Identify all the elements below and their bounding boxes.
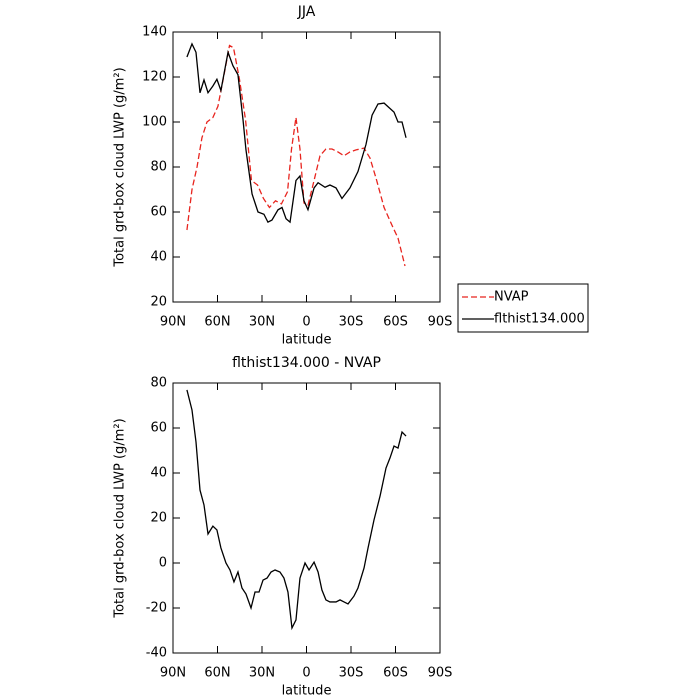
y-tick-label: 80: [150, 376, 167, 391]
x-tick-label: 0: [302, 315, 310, 330]
legend-label: NVAP: [494, 290, 529, 305]
y-tick-label: 60: [150, 205, 167, 220]
legend-label: flthist134.000: [494, 312, 585, 327]
y-tick-label: -20: [146, 601, 167, 616]
chart-title: JJA: [297, 4, 316, 20]
x-tick-label: 30S: [339, 315, 364, 330]
y-tick-label: 60: [150, 421, 167, 436]
x-tick-label: 90N: [160, 315, 186, 330]
y-tick-label: 20: [150, 295, 167, 310]
x-tick-label: 90S: [428, 666, 453, 681]
chart-title: flthist134.000 - NVAP: [232, 355, 381, 371]
legend-box: [457, 283, 589, 333]
y-axis-label: Total grd-box cloud LWP (g/m²): [113, 418, 128, 618]
y-tick-label: 0: [159, 556, 167, 571]
x-tick-label: 30N: [249, 315, 275, 330]
plot-frame: [172, 31, 441, 303]
x-tick-label: 60N: [204, 315, 230, 330]
y-tick-label: 140: [142, 25, 167, 40]
x-tick-label: 30S: [339, 666, 364, 681]
y-tick-label: -40: [146, 646, 167, 661]
y-tick-label: 80: [150, 160, 167, 175]
x-tick-label: 60S: [383, 315, 408, 330]
x-tick-label: 60S: [383, 666, 408, 681]
series-line: [186, 44, 406, 267]
x-tick-label: 60N: [204, 666, 230, 681]
plot-frame: [172, 382, 441, 654]
y-tick-label: 40: [150, 250, 167, 265]
y-tick-label: 120: [142, 70, 167, 85]
series-line: [186, 42, 407, 224]
y-tick-label: 20: [150, 511, 167, 526]
x-axis-label: latitude: [282, 684, 332, 699]
x-tick-label: 30N: [249, 666, 275, 681]
y-axis-label: Total grd-box cloud LWP (g/m²): [113, 67, 128, 267]
y-tick-label: 100: [142, 115, 167, 130]
x-tick-label: 90N: [160, 666, 186, 681]
series-line: [186, 389, 407, 631]
y-tick-label: 40: [150, 466, 167, 481]
x-axis-label: latitude: [282, 333, 332, 348]
x-tick-label: 0: [302, 666, 310, 681]
x-tick-label: 90S: [428, 315, 453, 330]
